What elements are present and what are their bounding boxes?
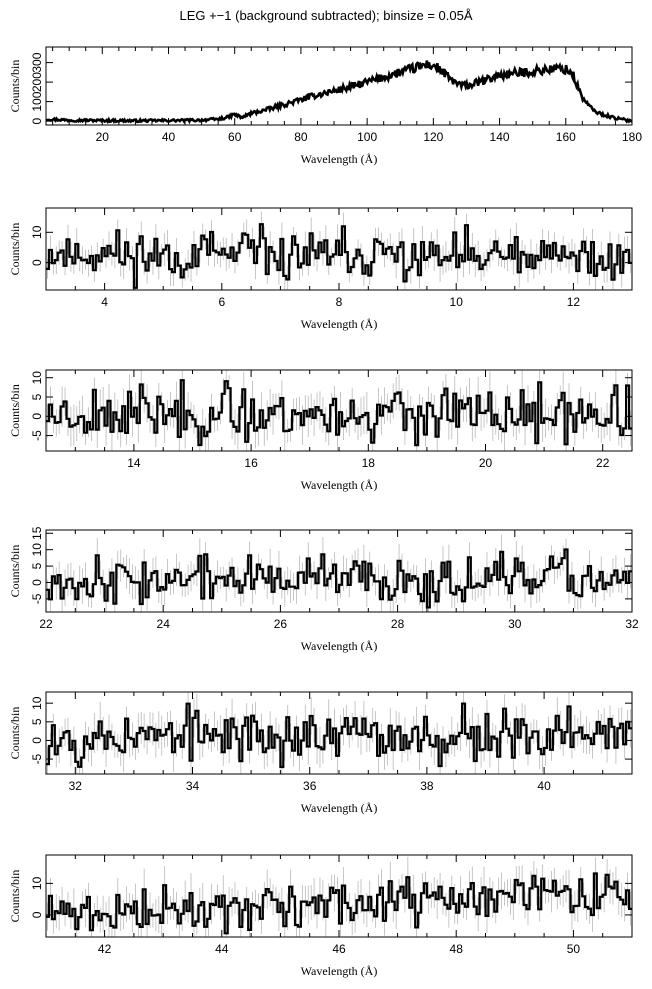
y-tick-label: 0 <box>30 413 44 420</box>
y-axis-label: Counts/bin <box>8 384 22 437</box>
y-tick-label: 10 <box>30 876 44 890</box>
x-tick-label: 100 <box>357 130 377 144</box>
x-tick-label: 32 <box>69 779 83 793</box>
x-tick-label: 60 <box>228 130 242 144</box>
x-tick-label: 4 <box>101 295 108 309</box>
x-tick-label: 14 <box>127 456 141 470</box>
x-tick-label: 160 <box>556 130 576 144</box>
y-tick-label: -5 <box>30 753 44 764</box>
x-tick-label: 42 <box>98 942 112 956</box>
x-tick-label: 50 <box>567 942 581 956</box>
y-axis-label: Counts/bin <box>8 545 22 598</box>
chart-panel-1: 20 40 60 80 100 120 140 160 1800100200300Wavelen… <box>8 46 642 166</box>
chart-panel-6: 42 44 46 48 50 0 10 Wavelength (Å) Counts/bin <box>8 854 633 978</box>
spectrum-series <box>46 548 632 609</box>
x-tick-label: 32 <box>625 617 639 631</box>
y-tick-label: 5 <box>30 393 44 400</box>
spectrum-series <box>46 872 632 935</box>
chart-panel-4: 22 24 26 28 30 32 -5 0 5 10 15 Wavelength (Å) Counts… <box>8 526 639 653</box>
x-tick-label: 16 <box>244 456 258 470</box>
chart-panel-5: 32 34 36 38 40 -5 0 5 10 Wavelength (Å) Counts/bin <box>8 691 633 815</box>
y-tick-label: 15 <box>30 526 44 540</box>
y-tick-label: 0 <box>30 911 44 918</box>
x-tick-label: 22 <box>596 456 610 470</box>
x-tick-label: 44 <box>215 942 229 956</box>
x-tick-label: 10 <box>450 295 464 309</box>
x-tick-label: 140 <box>490 130 510 144</box>
x-tick-label: 18 <box>362 456 376 470</box>
x-tick-label: 26 <box>274 617 288 631</box>
x-tick-label: 24 <box>157 617 171 631</box>
x-tick-label: 40 <box>537 779 551 793</box>
spectrum-series <box>46 223 632 289</box>
y-tick-label: 100 <box>30 91 44 111</box>
y-axis-label: Counts/bin <box>8 60 22 113</box>
chart-panel-2: 4 6 8 10 12 0 10 Wavelength (Å) Counts/bin <box>8 207 633 331</box>
x-tick-label: 12 <box>567 295 581 309</box>
figure-title: LEG +−1 (background subtracted); binsize… <box>179 8 473 23</box>
y-tick-label: 0 <box>30 737 44 744</box>
x-axis-label: Wavelength (Å) <box>301 152 378 166</box>
x-tick-label: 20 <box>479 456 493 470</box>
y-tick-label: -5 <box>30 430 44 441</box>
spectrum-series <box>46 379 632 447</box>
y-tick-label: 10 <box>30 225 44 239</box>
y-tick-label: -5 <box>30 593 44 604</box>
x-axis-label: Wavelength (Å) <box>301 317 378 331</box>
plot-frame <box>45 46 633 126</box>
x-tick-label: 34 <box>186 779 200 793</box>
y-axis-label: Counts/bin <box>8 223 22 276</box>
y-tick-label: 0 <box>30 259 44 266</box>
spectrum-series <box>46 702 632 769</box>
x-tick-label: 8 <box>336 295 343 309</box>
x-tick-label: 120 <box>423 130 443 144</box>
y-tick-label: 300 <box>30 52 44 72</box>
x-tick-label: 28 <box>391 617 405 631</box>
y-tick-label: 0 <box>30 117 44 124</box>
y-tick-label: 0 <box>30 579 44 586</box>
x-tick-label: 38 <box>420 779 434 793</box>
x-tick-label: 6 <box>218 295 225 309</box>
x-axis-label: Wavelength (Å) <box>301 964 378 978</box>
y-axis-label: Counts/bin <box>8 707 22 760</box>
x-tick-label: 30 <box>508 617 522 631</box>
y-axis-label: Counts/bin <box>8 870 22 923</box>
x-tick-label: 180 <box>622 130 642 144</box>
y-tick-label: 10 <box>30 543 44 557</box>
x-axis-label: Wavelength (Å) <box>301 639 378 653</box>
y-tick-label: 10 <box>30 696 44 710</box>
chart-panel-3: 14 16 18 20 22 -5 0 5 10 Wavelength (Å) Counts/bin <box>8 369 633 492</box>
y-tick-label: 5 <box>30 562 44 569</box>
spectrum-series <box>46 60 632 125</box>
x-tick-label: 20 <box>96 130 110 144</box>
y-tick-label: 10 <box>30 371 44 385</box>
x-tick-label: 36 <box>303 779 317 793</box>
x-tick-label: 22 <box>39 617 53 631</box>
x-tick-label: 46 <box>332 942 346 956</box>
x-axis-label: Wavelength (Å) <box>301 478 378 492</box>
y-tick-label: 5 <box>30 718 44 725</box>
x-axis-label: Wavelength (Å) <box>301 801 378 815</box>
x-tick-label: 40 <box>162 130 176 144</box>
x-tick-label: 80 <box>294 130 308 144</box>
x-tick-label: 48 <box>450 942 464 956</box>
y-tick-label: 200 <box>30 72 44 92</box>
